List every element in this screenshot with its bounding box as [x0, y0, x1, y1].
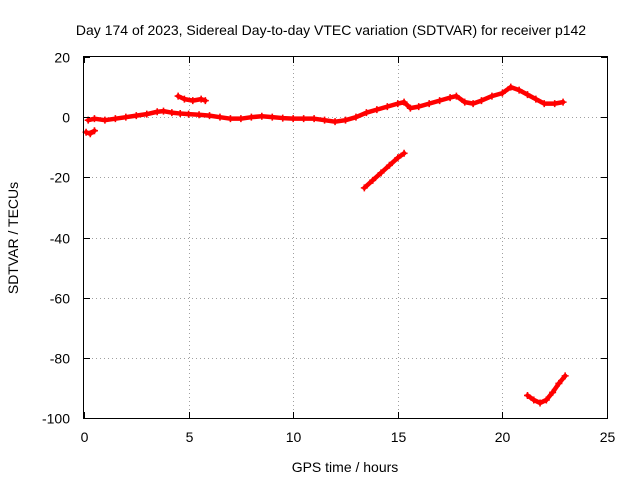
- data-point: [206, 112, 214, 120]
- series-main-band: [84, 83, 567, 126]
- data-point: [201, 97, 209, 105]
- data-point: [377, 169, 385, 177]
- y-axis-label: SDTVAR / TECUs: [5, 182, 21, 294]
- data-point: [559, 98, 567, 106]
- data-point: [507, 83, 515, 91]
- data-point: [310, 115, 318, 123]
- data-point: [132, 112, 140, 120]
- x-axis-label: GPS time / hours: [292, 459, 399, 475]
- data-point: [515, 86, 523, 94]
- data-point: [143, 110, 151, 118]
- data-point: [237, 115, 245, 123]
- data-point: [174, 92, 182, 100]
- data-point: [542, 396, 550, 404]
- series-descending-segment: [360, 149, 408, 192]
- series-start-spike: [82, 127, 98, 138]
- data-point: [524, 391, 532, 399]
- data-point: [197, 95, 205, 103]
- data-point: [101, 116, 109, 124]
- data-point: [279, 114, 287, 122]
- data-point: [551, 100, 559, 108]
- x-tick-label: 15: [391, 429, 407, 445]
- data-point: [436, 97, 444, 105]
- series-bottom-arc: [524, 372, 569, 407]
- data-point: [530, 396, 538, 404]
- x-tick-label: 25: [600, 429, 616, 445]
- x-tick-labels: 0 5 10 15 20 25: [81, 429, 616, 445]
- data-point: [268, 113, 276, 121]
- data-point: [189, 97, 197, 105]
- data-point: [394, 100, 402, 108]
- data-point: [342, 116, 349, 124]
- data-point: [400, 149, 408, 157]
- data-point: [195, 111, 203, 119]
- data-point: [446, 94, 454, 102]
- data-point: [461, 98, 469, 106]
- data-point: [331, 118, 339, 126]
- data-point: [477, 97, 485, 105]
- data-point: [300, 115, 308, 123]
- data-point: [90, 115, 98, 123]
- y-tick-label: -60: [50, 291, 70, 307]
- data-point: [452, 92, 460, 100]
- data-point: [360, 184, 368, 192]
- data-point: [394, 154, 402, 162]
- data-point: [415, 103, 423, 111]
- x-tick-label: 5: [186, 429, 194, 445]
- data-point: [369, 176, 377, 184]
- data-point: [289, 115, 297, 123]
- y-tick-label: -100: [42, 411, 70, 427]
- data-point: [216, 113, 224, 121]
- data-point: [362, 109, 370, 117]
- data-point: [540, 100, 548, 108]
- x-tick-label: 20: [495, 429, 511, 445]
- axis-ticks: [84, 57, 608, 419]
- data-point: [373, 106, 381, 114]
- data-point: [86, 130, 94, 138]
- y-tick-label: 20: [54, 50, 70, 66]
- data-point: [488, 92, 496, 100]
- y-tick-label: -20: [50, 170, 70, 186]
- y-tick-label: -80: [50, 351, 70, 367]
- data-point: [383, 103, 391, 111]
- data-points: [82, 83, 569, 407]
- data-point: [247, 113, 255, 121]
- data-point: [185, 110, 193, 118]
- data-point: [524, 91, 532, 99]
- data-point: [180, 95, 188, 103]
- plot-frame: [83, 56, 608, 419]
- chart-title: Day 174 of 2023, Sidereal Day-to-day VTE…: [76, 22, 586, 38]
- data-point: [352, 113, 360, 121]
- data-point: [498, 89, 506, 97]
- data-point: [90, 127, 98, 135]
- data-point: [176, 110, 184, 118]
- data-point: [406, 104, 414, 112]
- data-point: [536, 399, 544, 407]
- data-point: [111, 115, 119, 123]
- data-point: [385, 161, 393, 169]
- y-tick-label: 0: [62, 110, 70, 126]
- data-point: [226, 115, 234, 123]
- data-point: [258, 112, 266, 120]
- data-point: [168, 109, 176, 117]
- data-point: [549, 388, 557, 396]
- y-tick-label: -40: [50, 231, 70, 247]
- data-point: [555, 379, 563, 387]
- data-point: [153, 108, 161, 116]
- data-point: [469, 100, 477, 108]
- data-point: [561, 372, 569, 380]
- series-trace: [85, 84, 566, 124]
- x-tick-label: 10: [286, 429, 302, 445]
- data-point: [532, 95, 540, 103]
- data-point: [321, 116, 329, 124]
- data-point: [122, 113, 130, 121]
- series-early-arc: [174, 92, 209, 105]
- data-point: [425, 100, 433, 108]
- y-tick-labels: 20 0 -20 -40 -60 -80 -100: [42, 50, 70, 427]
- data-point: [400, 98, 408, 106]
- x-tick-label: 0: [81, 429, 89, 445]
- data-point: [159, 107, 167, 115]
